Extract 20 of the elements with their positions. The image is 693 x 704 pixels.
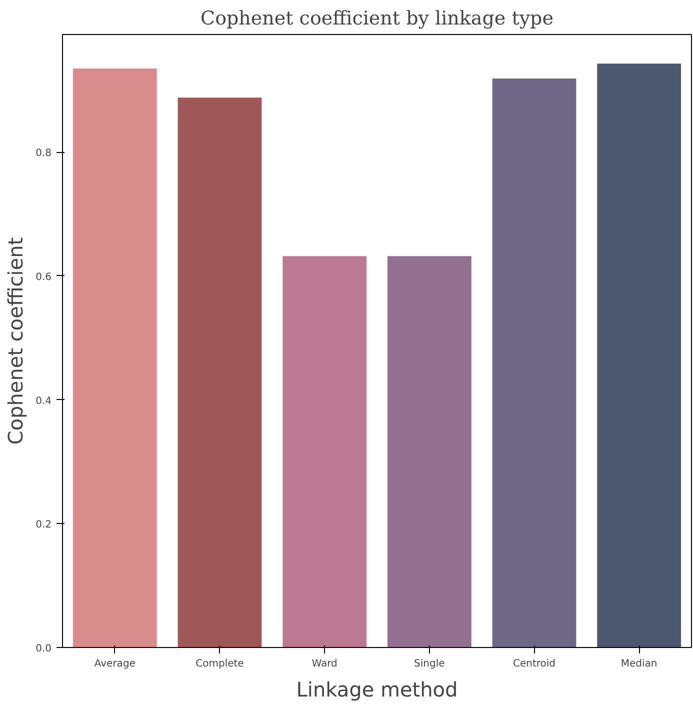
x-tick-label: Centroid (512, 658, 556, 670)
y-tick-label: 0.0 (36, 644, 52, 654)
x-axis-title: Linkage method (296, 678, 458, 702)
y-axis-title: Cophenet coefficient (4, 237, 28, 445)
x-tick-label: Ward (312, 658, 338, 670)
x-tick-label: Median (620, 658, 658, 670)
x-tick-label: Single (414, 658, 445, 670)
bar (492, 78, 576, 648)
y-tick-label: 0.8 (36, 148, 52, 160)
bar (282, 256, 367, 648)
bar (178, 98, 262, 648)
bar (597, 64, 682, 648)
chart-title: Cophenet coefficient by linkage type (200, 8, 554, 30)
y-tick-label: 0.6 (36, 272, 52, 283)
bar (72, 68, 157, 648)
x-tick-label: Average (94, 658, 136, 670)
y-tick-label: 0.4 (36, 396, 52, 407)
x-tick-label: Complete (196, 658, 244, 670)
y-tick-label: 0.2 (36, 520, 52, 531)
bar (387, 256, 472, 648)
